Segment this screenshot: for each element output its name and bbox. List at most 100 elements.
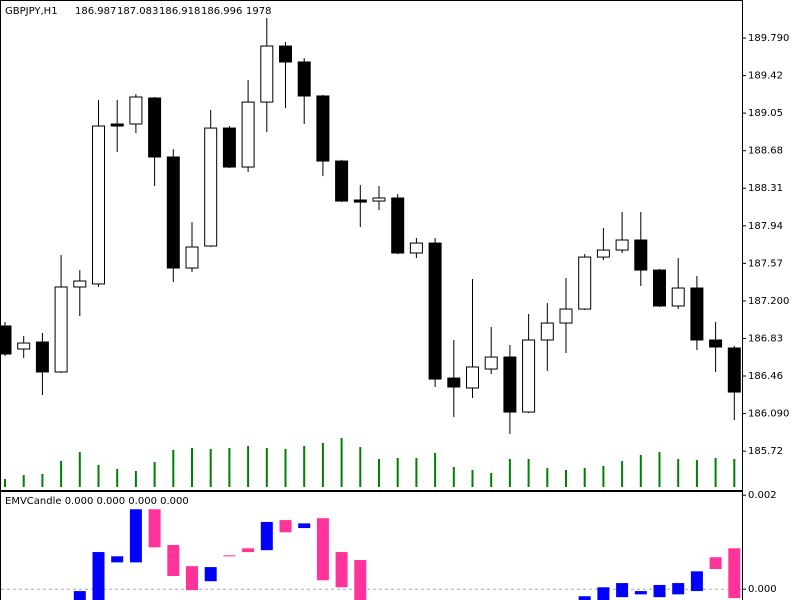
candle-body <box>335 552 348 588</box>
volume-bar <box>265 448 268 487</box>
volume-bar <box>565 470 567 487</box>
volume-bar <box>546 468 549 487</box>
candle-body <box>279 520 292 533</box>
symbol-label: GBPJPY,H1 <box>5 6 58 17</box>
volume-bar <box>340 438 343 487</box>
candle-body <box>167 545 180 577</box>
candle-body <box>672 583 685 595</box>
y-tick-label: 185.72 <box>748 446 783 457</box>
volume-bar <box>714 458 717 487</box>
candle-body <box>166 156 180 269</box>
volume-bar <box>658 451 661 487</box>
indicator-pane <box>0 491 743 600</box>
volume-bar <box>78 451 81 487</box>
candle-body <box>634 239 648 271</box>
candle-body <box>111 556 124 563</box>
candle-body <box>129 509 142 563</box>
y-tick-label: 187.94 <box>748 221 783 232</box>
candle-body <box>540 322 554 341</box>
candle-body <box>634 591 647 595</box>
volume-bar <box>490 473 493 487</box>
volume-bar <box>4 478 6 487</box>
volume-bar <box>602 465 605 487</box>
open-label: 186.987 <box>75 6 116 17</box>
volume-bar <box>583 468 586 487</box>
candle-body <box>129 96 143 125</box>
candle-body <box>204 127 218 247</box>
candle-body <box>260 45 274 103</box>
candle-body <box>222 127 236 168</box>
candle-body <box>223 555 236 557</box>
candle-body <box>298 523 311 529</box>
volume-bar <box>415 458 418 487</box>
candle-body <box>316 95 330 162</box>
candle-body <box>578 596 591 600</box>
volume-bar <box>116 468 119 487</box>
candle-body <box>354 560 367 600</box>
candle-body <box>578 256 592 310</box>
candle-body <box>522 339 536 413</box>
volume-bar <box>247 445 250 487</box>
volume-bar <box>733 458 736 487</box>
volume-bar <box>639 455 642 487</box>
volume-bar <box>378 458 380 487</box>
candle-body <box>260 521 273 551</box>
y-tick-label: 189.790 <box>748 33 789 44</box>
volume-bar <box>321 443 324 487</box>
candle-body <box>297 61 311 97</box>
candle-body <box>653 269 666 307</box>
volume-bar <box>284 448 287 487</box>
volume-bar <box>621 460 624 487</box>
candle-body <box>709 339 723 348</box>
volume-bar <box>396 458 399 487</box>
y-tick-label: 186.090 <box>748 409 789 420</box>
volume-bar <box>695 460 698 487</box>
candle-body <box>185 246 199 269</box>
volume-bar <box>191 448 193 487</box>
volume-bar <box>527 458 530 487</box>
candle-body <box>597 587 610 600</box>
indicator-title: EMVCandle 0.000 0.000 0.000 0.000 <box>5 496 189 507</box>
volume-label: 1978 <box>246 6 271 17</box>
volume-bar <box>452 466 455 487</box>
candle-body <box>727 347 741 393</box>
candle-body <box>204 567 217 582</box>
high-label: 187.083 <box>117 6 158 17</box>
candle-body <box>54 286 68 373</box>
close-label: 186.996 <box>201 6 242 17</box>
candle-body <box>148 509 161 548</box>
y-tick-label: 0.002 <box>748 490 777 501</box>
candle-body <box>73 591 86 600</box>
candle-body <box>559 308 573 324</box>
candle-body <box>503 356 517 413</box>
volume-bar <box>677 458 680 487</box>
volume-bar <box>22 475 25 487</box>
candle-body <box>335 160 349 202</box>
candle-body <box>92 552 105 600</box>
candle-body <box>616 583 629 598</box>
volume-bar <box>97 465 100 487</box>
candle-body <box>92 125 105 285</box>
candle-body <box>279 45 292 63</box>
volume-bar <box>359 446 362 487</box>
candle-body <box>0 325 12 355</box>
main-pane <box>0 0 743 491</box>
y-tick-label: 189.05 <box>748 108 783 119</box>
candle-body <box>709 557 722 569</box>
candle-body <box>653 584 666 598</box>
volume-bar <box>228 448 231 487</box>
volume-bar <box>303 445 306 487</box>
candle-body <box>484 356 498 370</box>
candle-body <box>615 239 629 251</box>
candle-body <box>35 341 49 373</box>
candle-body <box>110 123 124 127</box>
candle-body <box>466 366 479 389</box>
candle-body <box>690 571 703 592</box>
candle-body <box>728 548 741 599</box>
volume-bar <box>60 460 63 487</box>
volume-bar <box>508 458 511 487</box>
candle-body <box>242 548 255 553</box>
y-tick-label: 187.57 <box>748 258 783 269</box>
y-tick-label: 0.000 <box>748 584 777 595</box>
